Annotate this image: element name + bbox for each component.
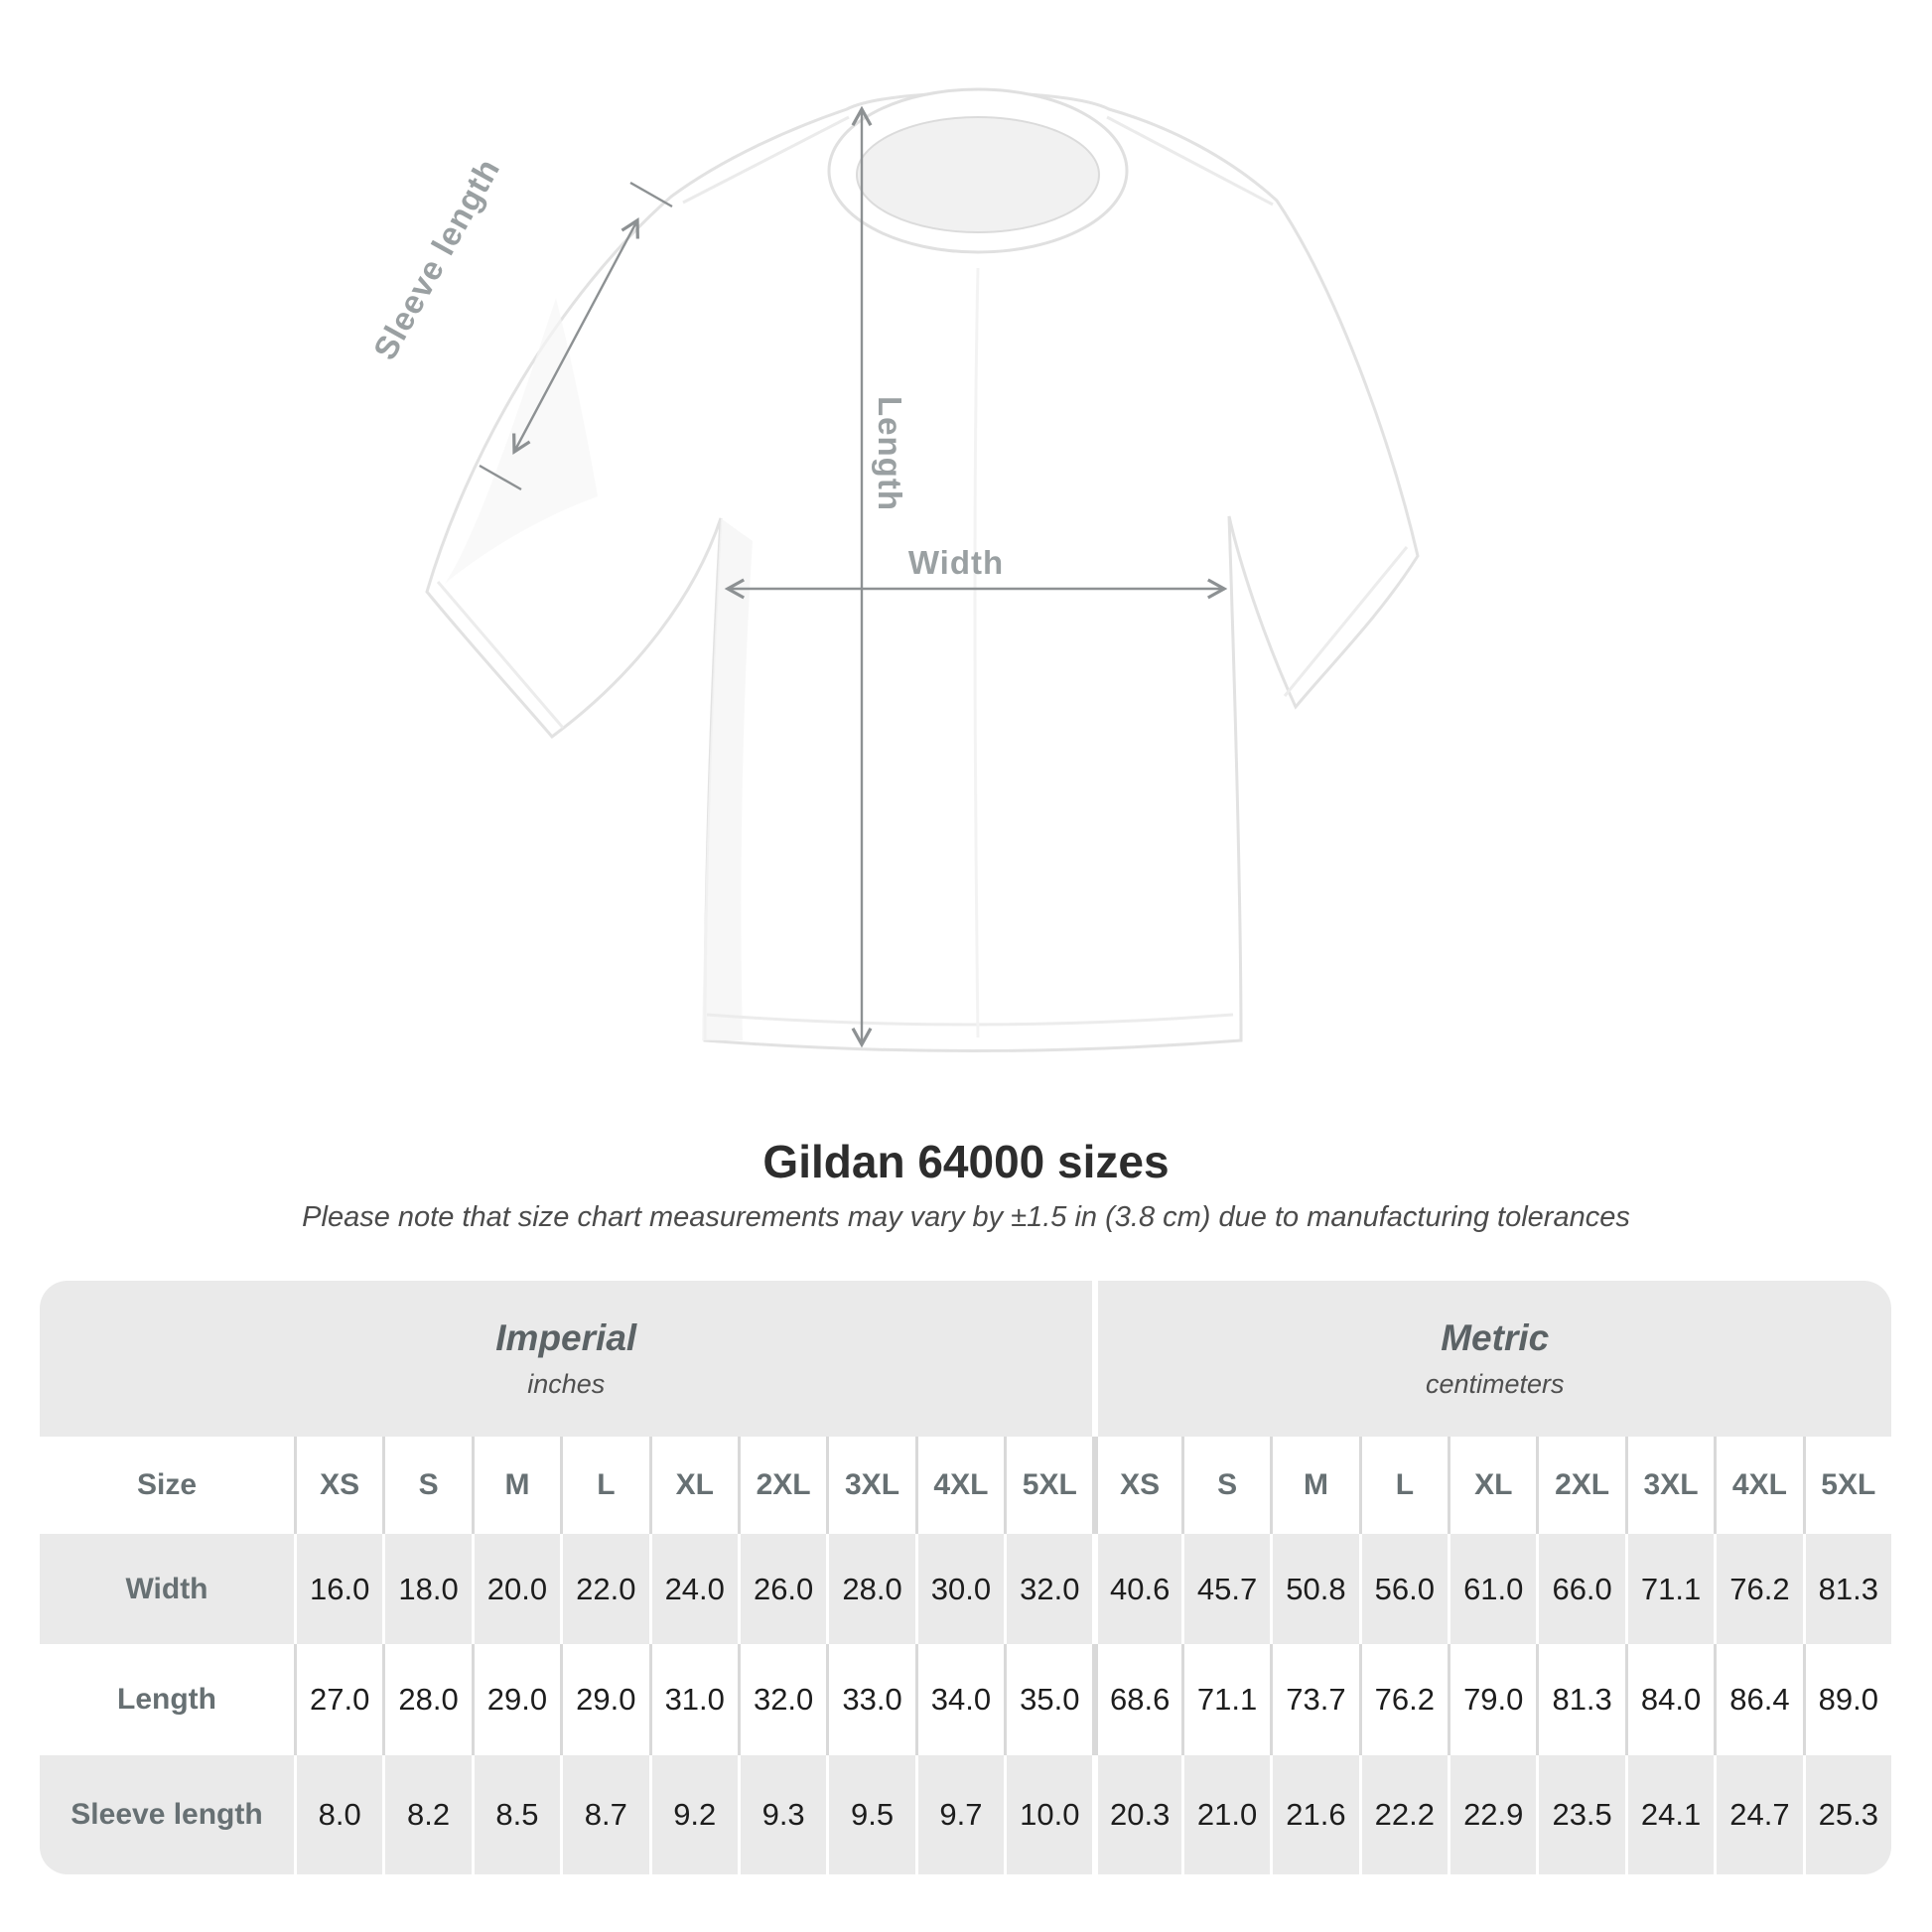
measurement-value: 45.7 (1180, 1534, 1271, 1644)
measurement-value: 31.0 (648, 1644, 738, 1755)
measurement-value: 32.0 (1004, 1534, 1093, 1644)
tolerance-note: Please note that size chart measurements… (302, 1201, 1630, 1233)
measurement-value: 50.8 (1270, 1534, 1359, 1644)
measurement-value: 23.5 (1536, 1755, 1625, 1874)
measurement-value: 10.0 (1004, 1755, 1093, 1874)
size-header-metric-l: L (1358, 1437, 1449, 1534)
measurement-value: 8.7 (560, 1755, 649, 1874)
measurement-value: 22.9 (1448, 1755, 1537, 1874)
shade-left (702, 518, 753, 1040)
measurement-value: 28.0 (826, 1534, 915, 1644)
tshirt-diagram (425, 87, 1420, 1052)
measurement-value: 66.0 (1536, 1534, 1625, 1644)
measurement-value: 32.0 (737, 1644, 827, 1755)
measurement-value: 21.6 (1270, 1755, 1359, 1874)
measurement-value: 20.0 (471, 1534, 561, 1644)
measurement-value: 22.2 (1358, 1755, 1449, 1874)
measurement-value: 84.0 (1624, 1644, 1715, 1755)
measurement-value: 25.3 (1802, 1755, 1891, 1874)
measurement-value: 28.0 (382, 1644, 472, 1755)
size-header-imperial-3xl: 3XL (826, 1437, 915, 1534)
measurement-value: 68.6 (1092, 1644, 1181, 1755)
size-header-metric-xs: XS (1092, 1437, 1181, 1534)
group-header-metric: Metric centimeters (1092, 1281, 1891, 1437)
size-header-imperial-xl: XL (648, 1437, 738, 1534)
measurement-value: 86.4 (1714, 1644, 1803, 1755)
dimension-arrows (479, 105, 1228, 1048)
measurement-value: 81.3 (1802, 1534, 1891, 1644)
size-header-imperial-xs: XS (294, 1437, 383, 1534)
group-header-imperial: Imperial inches (40, 1281, 1093, 1437)
measurement-value: 71.1 (1624, 1534, 1715, 1644)
measurement-value: 8.5 (471, 1755, 561, 1874)
measurement-value: 27.0 (294, 1644, 383, 1755)
size-header-imperial-5xl: 5XL (1004, 1437, 1093, 1534)
row-label: Length (40, 1644, 294, 1755)
measurement-value: 24.7 (1714, 1755, 1803, 1874)
measurement-value: 9.5 (826, 1755, 915, 1874)
measurement-value: 26.0 (737, 1534, 827, 1644)
size-column-header: Size (40, 1437, 294, 1534)
size-header-imperial-s: S (382, 1437, 472, 1534)
measurement-value: 9.3 (737, 1755, 827, 1874)
group-imperial-title: Imperial (495, 1317, 637, 1358)
measurement-value: 21.0 (1180, 1755, 1271, 1874)
measurement-value: 76.2 (1714, 1534, 1803, 1644)
size-header-metric-2xl: 2XL (1536, 1437, 1625, 1534)
measurement-value: 73.7 (1270, 1644, 1359, 1755)
measurement-value: 16.0 (294, 1534, 383, 1644)
measurement-value: 22.0 (560, 1534, 649, 1644)
size-header-imperial-l: L (560, 1437, 649, 1534)
page-title: Gildan 64000 sizes (762, 1136, 1170, 1187)
measurement-value: 8.2 (382, 1755, 472, 1874)
size-header-metric-5xl: 5XL (1802, 1437, 1891, 1534)
measurement-value: 29.0 (560, 1644, 649, 1755)
measurement-value: 20.3 (1092, 1755, 1181, 1874)
group-imperial-sublabel: inches (527, 1369, 606, 1399)
row-label: Sleeve length (40, 1755, 294, 1874)
measurement-value: 35.0 (1004, 1644, 1093, 1755)
measurement-value: 40.6 (1092, 1534, 1181, 1644)
measurement-value: 89.0 (1802, 1644, 1891, 1755)
size-header-imperial-4xl: 4XL (914, 1437, 1005, 1534)
measurement-value: 81.3 (1536, 1644, 1625, 1755)
measurement-value: 61.0 (1448, 1534, 1537, 1644)
sleeve-length-arrow (479, 181, 673, 491)
size-header-metric-m: M (1270, 1437, 1359, 1534)
measurement-value: 9.7 (914, 1755, 1005, 1874)
measurement-value: 79.0 (1448, 1644, 1537, 1755)
size-header-imperial-m: M (471, 1437, 561, 1534)
size-header-metric-s: S (1180, 1437, 1271, 1534)
measurement-value: 34.0 (914, 1644, 1005, 1755)
measurement-value: 9.2 (648, 1755, 738, 1874)
measurement-value: 33.0 (826, 1644, 915, 1755)
row-label: Width (40, 1534, 294, 1644)
group-metric-title: Metric (1441, 1317, 1550, 1358)
group-metric-sublabel: centimeters (1425, 1369, 1565, 1399)
measurement-value: 76.2 (1358, 1644, 1449, 1755)
measurement-value: 24.1 (1624, 1755, 1715, 1874)
measurement-value: 71.1 (1180, 1644, 1271, 1755)
width-label: Width (907, 544, 1005, 581)
measurement-value: 24.0 (648, 1534, 738, 1644)
size-header-metric-4xl: 4XL (1714, 1437, 1803, 1534)
measurement-value: 8.0 (294, 1755, 383, 1874)
size-header-imperial-2xl: 2XL (737, 1437, 827, 1534)
measurement-value: 29.0 (471, 1644, 561, 1755)
measurement-value: 56.0 (1358, 1534, 1449, 1644)
length-label: Length (872, 396, 908, 511)
measurement-value: 30.0 (914, 1534, 1005, 1644)
measurement-value: 18.0 (382, 1534, 472, 1644)
collar-opening (856, 116, 1100, 233)
size-header-metric-xl: XL (1448, 1437, 1537, 1534)
size-header-metric-3xl: 3XL (1624, 1437, 1715, 1534)
size-chart-table: Imperial inches Metric centimeters Size XS S M L… (40, 1281, 1891, 1874)
